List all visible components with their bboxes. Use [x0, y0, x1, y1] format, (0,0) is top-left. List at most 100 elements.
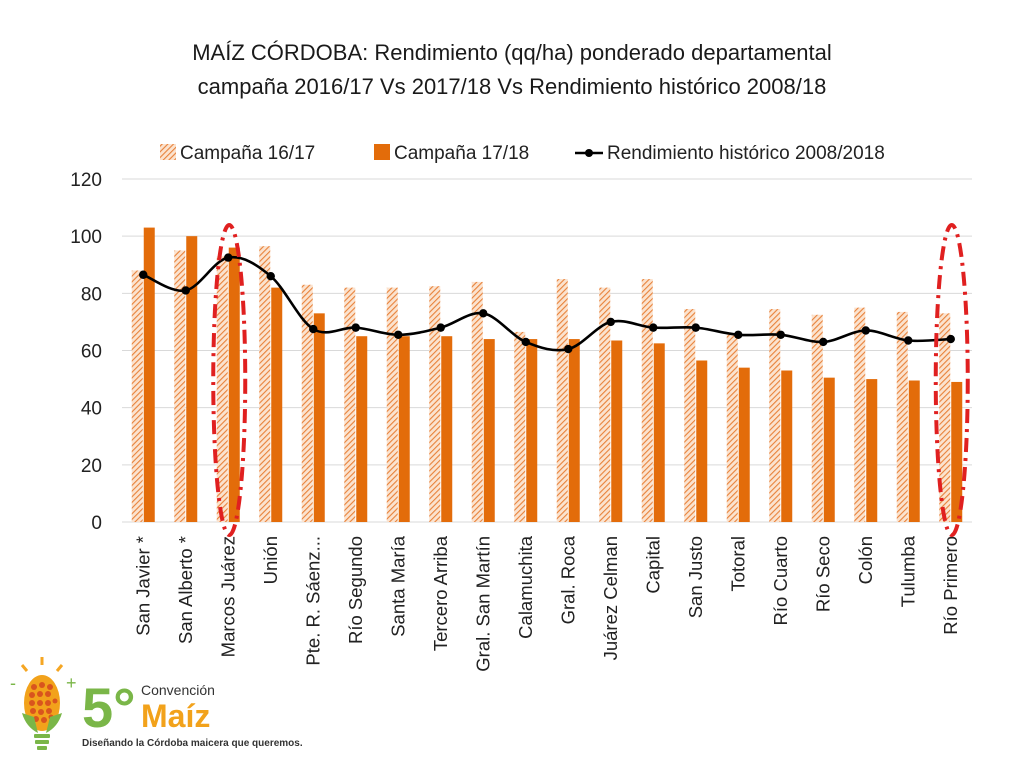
point-rendimiento-historico	[309, 324, 318, 334]
bar-campana-17-18	[696, 360, 708, 522]
convencion-maiz-logo: - + 5° Convención Maíz Diseñando la Córd…	[10, 657, 303, 750]
chart-title-line1: MAÍZ CÓRDOBA: Rendimiento (qq/ha) ponder…	[192, 40, 832, 65]
bar-campana-16-17	[131, 270, 143, 522]
x-tick-label: Capital	[642, 536, 663, 594]
y-tick-label: 60	[81, 342, 102, 363]
point-rendimiento-historico	[691, 323, 700, 332]
point-rendimiento-historico	[861, 326, 870, 335]
logo-brand: Maíz	[141, 698, 210, 734]
bar-campana-17-18	[781, 370, 793, 522]
chart-title-line2: campaña 2016/17 Vs 2017/18 Vs Rendimient…	[197, 74, 827, 99]
point-rendimiento-historico	[946, 334, 955, 344]
x-tick-label: Juárez Celman	[600, 536, 621, 660]
point-rendimiento-historico	[819, 337, 828, 347]
x-tick-label: San Javier *	[132, 536, 153, 636]
point-rendimiento-historico	[351, 323, 360, 332]
legend-swatch-campana-16-17	[160, 144, 176, 160]
legend-label-campana-16-17: Campaña 16/17	[180, 143, 315, 164]
x-tick-label: Totoral	[727, 536, 748, 592]
bar-campana-17-18	[143, 227, 155, 522]
x-tick-label: Tercero Arriba	[430, 535, 451, 651]
bar-campana-17-18	[908, 380, 920, 522]
corn-lightbulb-icon: - +	[10, 657, 77, 750]
bar-campana-17-18	[823, 377, 835, 522]
annotation-ellipse	[933, 223, 970, 537]
x-tick-label: Río Cuarto	[770, 536, 791, 625]
point-rendimiento-historico	[224, 253, 233, 262]
bar-campana-17-18	[441, 336, 453, 522]
bar-campana-17-18	[356, 336, 368, 522]
y-tick-label: 100	[70, 227, 102, 248]
point-rendimiento-historico	[564, 344, 573, 354]
x-tick-label: Pte. R. Sáenz...	[302, 536, 323, 666]
x-tick-label: Santa María	[387, 535, 408, 636]
annotation-ellipse	[211, 223, 248, 537]
point-rendimiento-historico	[606, 317, 615, 327]
chart-legend: Campaña 16/17 Campaña 17/18 Rendimiento hi…	[160, 143, 885, 164]
logo-tagline: Diseñando la Córdoba maicera que queremo…	[82, 738, 303, 749]
bar-campana-17-18	[611, 340, 623, 522]
bar-campana-16-17	[301, 284, 313, 522]
bar-campana-17-18	[398, 336, 410, 522]
bar-campana-16-17	[386, 287, 398, 522]
bar-campana-17-18	[653, 343, 665, 522]
bar-campana-16-17	[641, 279, 653, 522]
x-tick-label: Río Primero	[940, 536, 961, 635]
y-tick-label: 120	[70, 170, 102, 191]
bar-campana-17-18	[271, 287, 283, 522]
line-rendimiento-historico	[142, 255, 951, 352]
bar-campana-16-17	[939, 313, 951, 522]
bar-campana-16-17	[344, 287, 356, 522]
svg-text:-: -	[10, 673, 16, 693]
bar-campana-16-17	[471, 281, 483, 522]
bar-campana-17-18	[526, 339, 538, 522]
bar-campana-16-17	[769, 309, 781, 522]
logo-number: 5°	[82, 676, 136, 739]
bar-campana-16-17	[259, 246, 271, 522]
point-rendimiento-historico	[734, 330, 743, 339]
x-tick-label: Marcos Juárez	[217, 536, 238, 657]
legend-swatch-campana-17-18	[374, 144, 390, 160]
x-tick-label: Gral. Roca	[557, 535, 578, 624]
svg-text:+: +	[66, 673, 77, 693]
chart-title: MAÍZ CÓRDOBA: Rendimiento (qq/ha) ponder…	[0, 36, 1024, 104]
y-tick-label: 0	[91, 513, 102, 534]
bar-campana-17-18	[951, 381, 963, 522]
logo-label: Convención	[141, 682, 215, 698]
bar-campana-17-18	[483, 339, 495, 522]
bar-campana-16-17	[726, 333, 738, 522]
point-rendimiento-historico	[394, 330, 403, 339]
x-tick-label: Colón	[855, 536, 876, 584]
y-tick-label: 80	[81, 284, 102, 305]
bar-campana-17-18	[568, 339, 580, 522]
point-rendimiento-historico	[904, 336, 913, 345]
bar-campana-16-17	[216, 256, 228, 522]
point-rendimiento-historico	[436, 323, 445, 332]
point-rendimiento-historico	[521, 337, 530, 347]
point-rendimiento-historico	[266, 271, 275, 281]
point-rendimiento-historico	[139, 270, 148, 279]
legend-label-rendimiento-historico: Rendimiento histórico 2008/2018	[607, 143, 885, 164]
x-tick-label: Calamuchita	[515, 535, 536, 639]
bar-campana-16-17	[599, 287, 611, 522]
bar-campana-16-17	[684, 309, 696, 522]
bar-campana-16-17	[896, 311, 908, 522]
y-tick-label: 40	[81, 399, 102, 420]
x-tick-label: Río Seco	[812, 536, 833, 612]
bar-campana-17-18	[186, 236, 198, 522]
x-tick-label: San Alberto *	[175, 536, 196, 644]
x-tick-label: Tulumba	[897, 535, 918, 607]
x-tick-label: Río Segundo	[345, 536, 366, 644]
bar-campana-16-17	[174, 250, 186, 523]
x-tick-label: San Justo	[685, 536, 706, 618]
legend-label-campana-17-18: Campaña 17/18	[394, 143, 529, 164]
point-rendimiento-historico	[649, 323, 658, 332]
bar-campana-16-17	[429, 286, 441, 522]
bar-campana-16-17	[811, 314, 823, 522]
x-tick-label: Gral. San Martín	[472, 536, 493, 672]
y-tick-label: 20	[81, 456, 102, 477]
bar-campana-17-18	[313, 313, 325, 522]
point-rendimiento-historico	[181, 286, 190, 295]
bar-campana-17-18	[738, 367, 750, 522]
x-tick-label: Unión	[260, 536, 281, 584]
